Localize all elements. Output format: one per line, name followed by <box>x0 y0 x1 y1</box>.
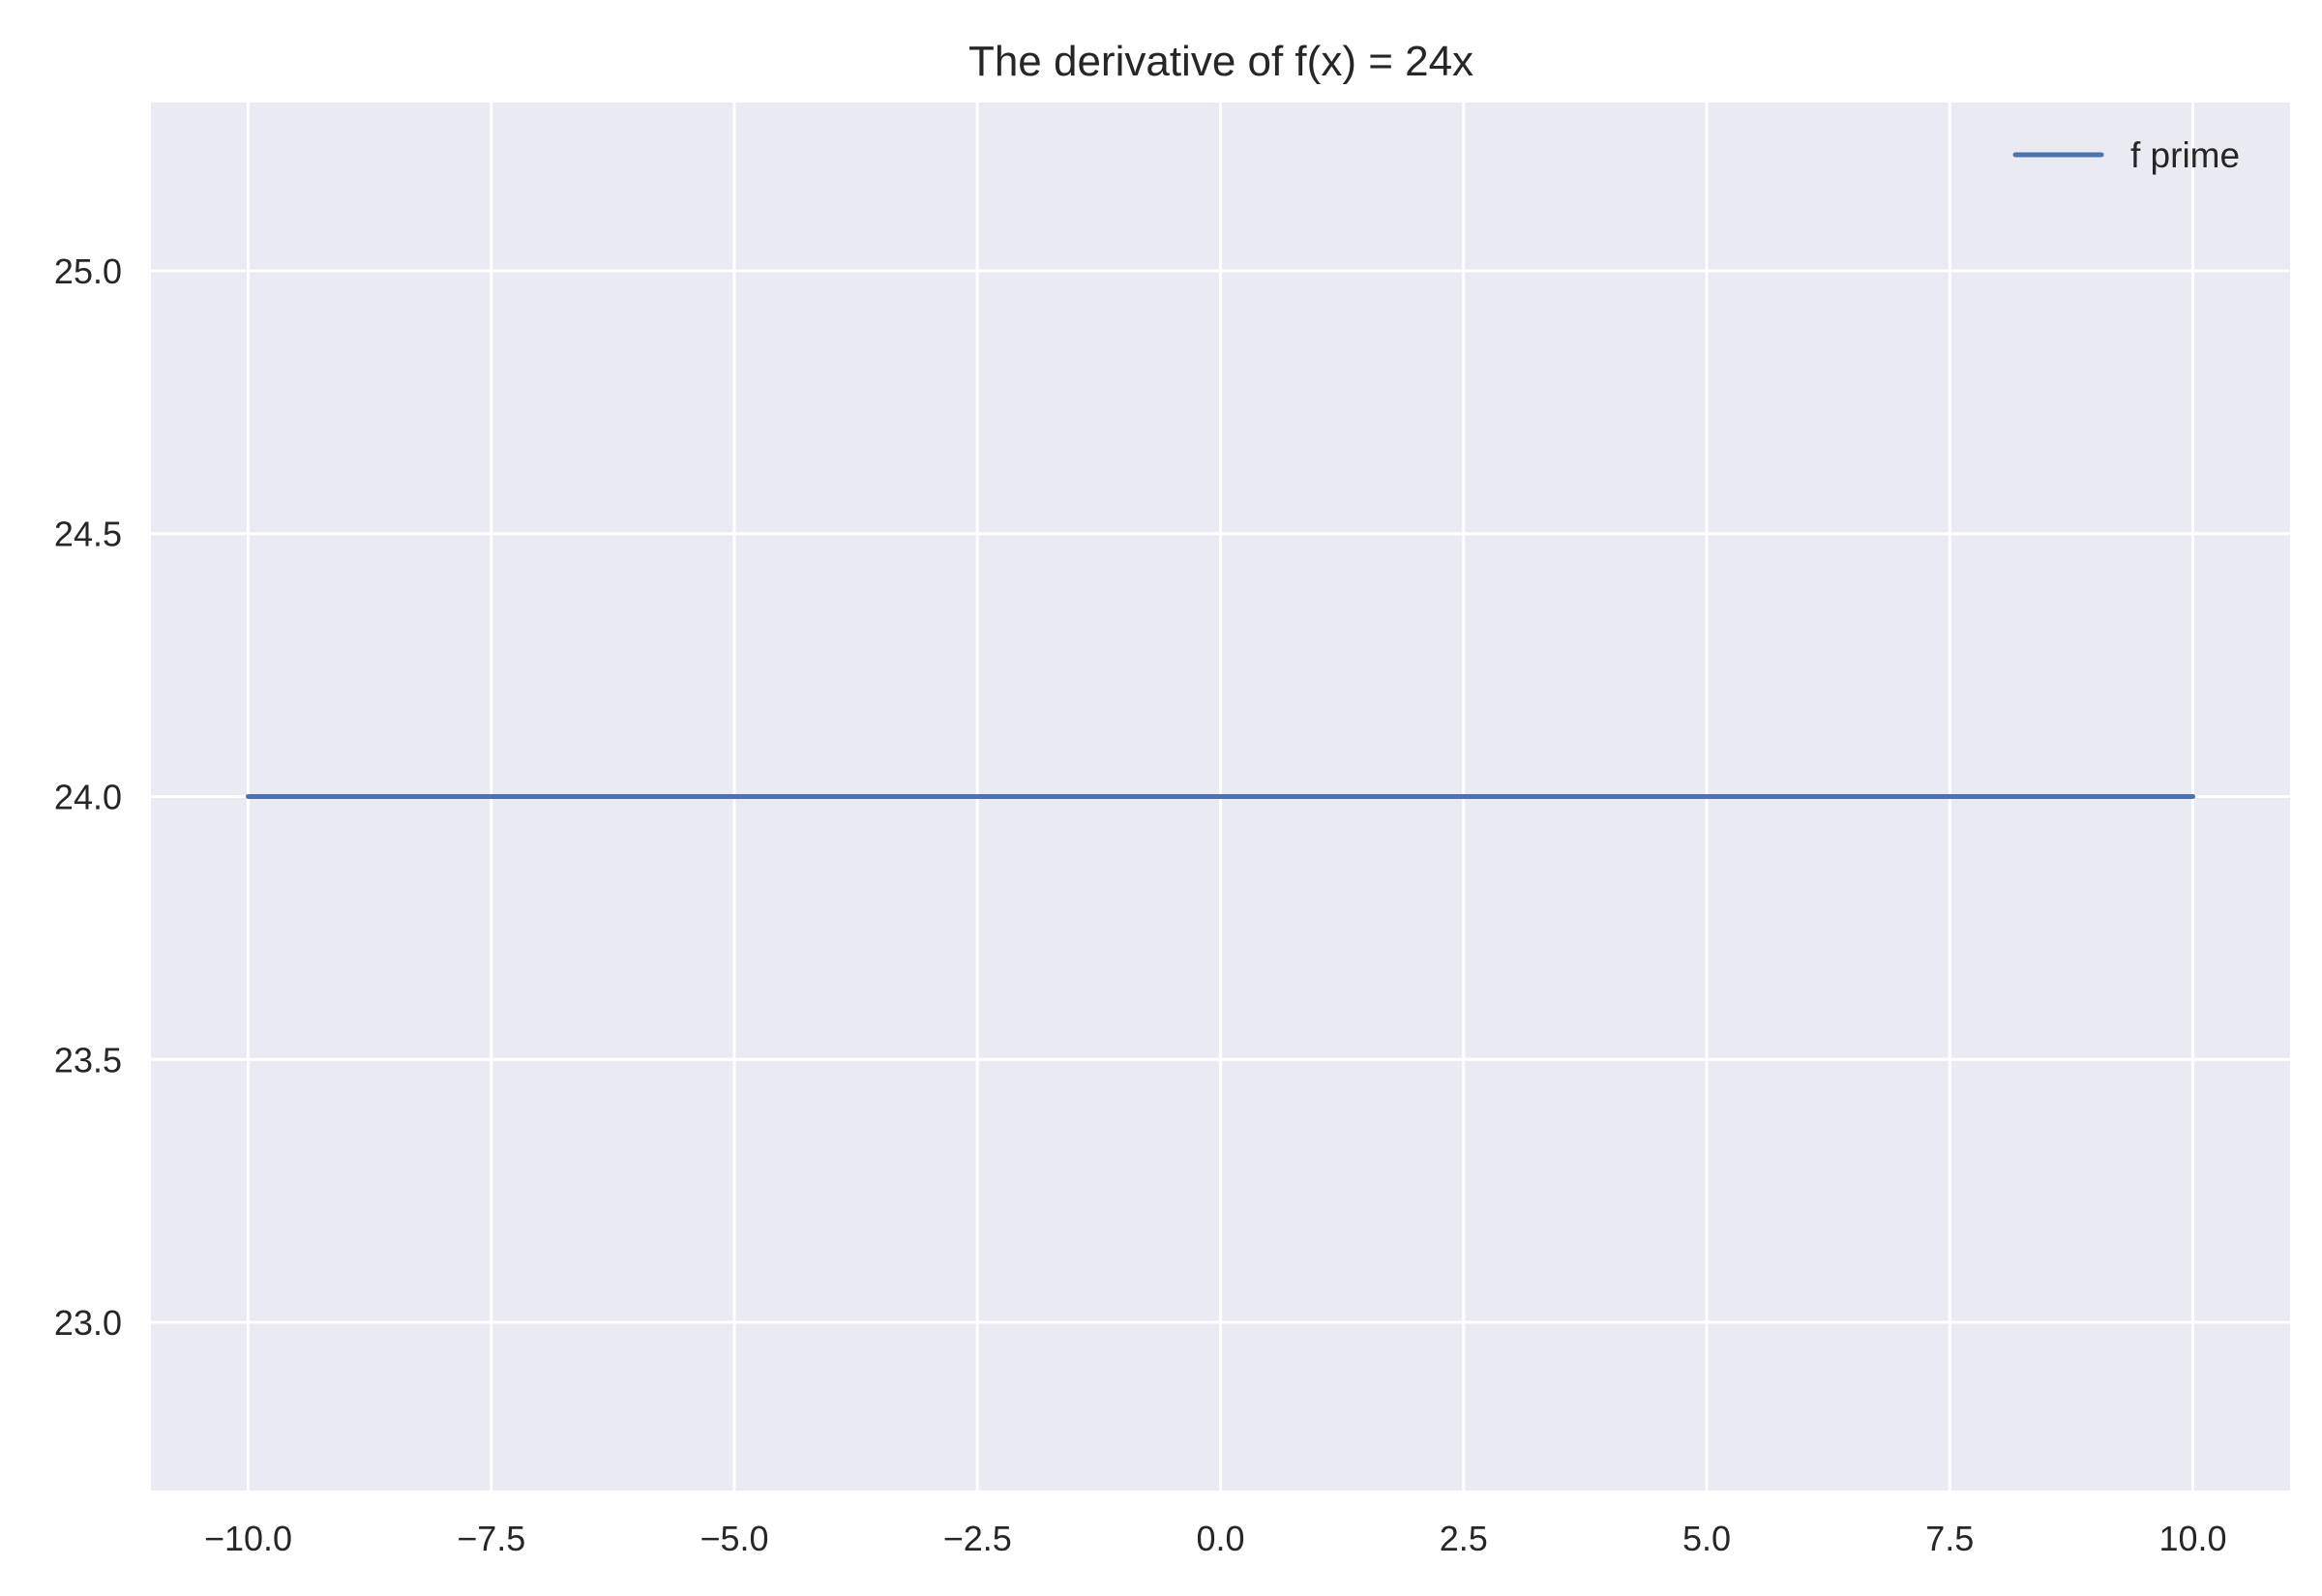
chart-title: The derivative of f(x) = 24x <box>968 38 1474 85</box>
x-tick-label: 5.0 <box>1682 1519 1731 1558</box>
x-tick-label: −7.5 <box>457 1519 525 1558</box>
x-tick-label: −2.5 <box>943 1519 1012 1558</box>
y-tick-label: 23.5 <box>54 1040 122 1079</box>
legend: f prime <box>2012 135 2240 175</box>
y-axis-tick-labels: 23.0 23.5 24.0 24.5 25.0 <box>54 251 122 1343</box>
x-tick-label: 10.0 <box>2158 1519 2226 1558</box>
legend-label-f-prime: f prime <box>2130 135 2240 175</box>
x-axis-tick-labels: −10.0 −7.5 −5.0 −2.5 0.0 2.5 5.0 7.5 10.0 <box>204 1519 2227 1558</box>
y-tick-label: 25.0 <box>54 251 122 291</box>
x-tick-label: 0.0 <box>1196 1519 1244 1558</box>
y-tick-label: 24.0 <box>54 778 122 817</box>
y-tick-label: 24.5 <box>54 515 122 554</box>
x-tick-label: −10.0 <box>204 1519 292 1558</box>
x-tick-label: 7.5 <box>1925 1519 1974 1558</box>
x-tick-label: 2.5 <box>1440 1519 1488 1558</box>
x-tick-label: −5.0 <box>700 1519 768 1558</box>
y-tick-label: 23.0 <box>54 1303 122 1343</box>
